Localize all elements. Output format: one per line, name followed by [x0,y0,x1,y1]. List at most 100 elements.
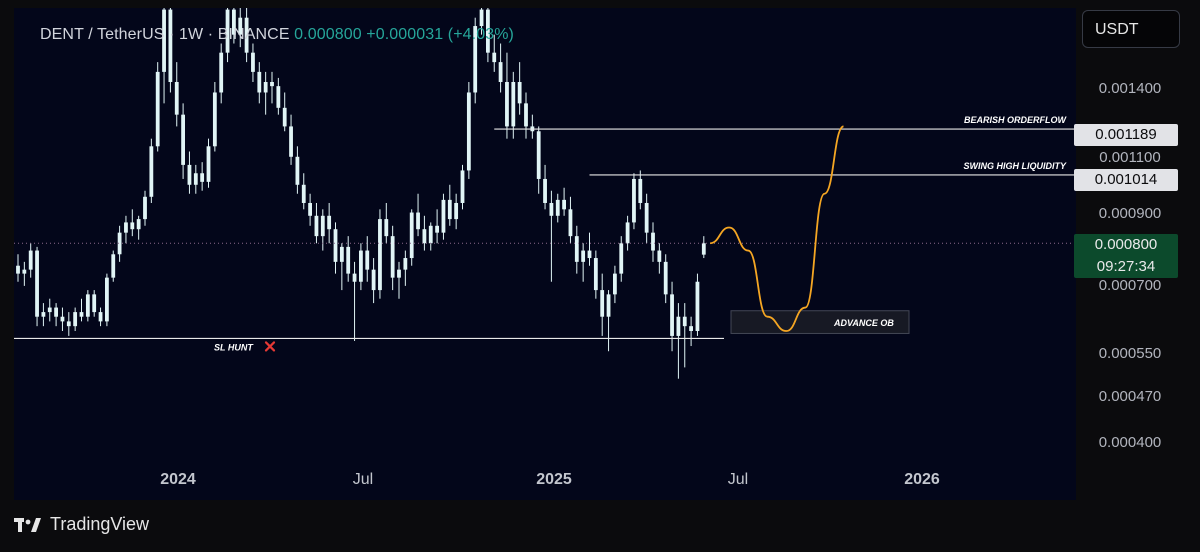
bar-countdown: 09:27:34 [1096,258,1156,275]
candle-body [28,250,33,270]
candle-body [555,199,560,216]
time-tick: 2025 [536,471,572,488]
bearish-orderflow-price-tag: 0.001189 [1074,124,1178,146]
candle-body [193,173,198,185]
candle-body [587,250,592,259]
price-tick: 0.000550 [1098,345,1162,362]
candle-body [416,212,420,230]
candle-body [689,326,693,332]
current-price-tag: 0.000800 09:27:34 [1074,234,1178,278]
candle-body [60,316,65,322]
candle-body [593,258,598,291]
candle-body [130,222,135,230]
candle-body [111,254,116,278]
time-tick: Jul [352,471,374,488]
candle-body [536,131,541,179]
candle-body [295,156,300,185]
candle-body [238,17,243,35]
candle-body [251,52,255,72]
candle-body [543,178,547,203]
candle-body [174,82,179,115]
candle-body [359,250,363,282]
candle-body [276,86,281,108]
candle-body [505,82,509,127]
candle-body [378,219,382,291]
candle-body [479,9,484,27]
candle-body [117,232,122,255]
price-tick: 0.000900 [1098,205,1162,222]
candle-body [365,250,370,270]
candle-body [663,261,668,295]
candle-body [428,225,433,244]
tradingview-logo-icon [14,517,41,532]
candle-body [466,92,471,171]
levels-layer: BEARISH ORDERFLOW SWING HIGH LIQUIDITY SL … [14,115,1076,352]
time-tick: 2024 [160,471,196,488]
candle-body [422,229,427,244]
candle-body [66,321,71,327]
candle-body [22,269,27,274]
price-tick: 0.000470 [1098,388,1162,405]
price-tick: 0.000400 [1098,434,1162,451]
chart-area[interactable]: BEARISH ORDERFLOW SWING HIGH LIQUIDITY SL … [14,8,1076,500]
candle-body [339,246,344,262]
interval: 1W [179,26,204,43]
candle-body [695,281,700,332]
candle-body [492,52,497,63]
candle-body [308,202,312,216]
candle-body [562,199,566,210]
candle-body [460,170,465,203]
candle-body [352,273,357,282]
advance-ob-label: ADVANCE OB [833,318,894,328]
tradingview-logo[interactable]: TradingView [14,514,149,535]
candle-body [270,82,274,87]
candle-body [47,307,52,313]
candle-body [524,103,528,127]
candle-body [54,307,58,317]
candle-body [486,9,490,53]
exchange: BINANCE [217,26,290,43]
candle-body [206,146,211,182]
candle-body [162,9,166,72]
candle-body [155,71,160,147]
candle-body [517,82,522,104]
candle-body [384,219,389,237]
candle-body [511,82,516,127]
candle-body [549,202,554,216]
candle-body [149,146,154,197]
candle-body [187,164,192,185]
candle-body [390,236,395,278]
candle-body [435,225,439,233]
candle-body [682,316,687,327]
candle-body [568,209,573,237]
candle-body [41,312,46,317]
candle-body [136,219,141,230]
candle-body [346,246,351,274]
candle-body [219,52,224,93]
time-tick: 2026 [904,471,940,488]
brand-name: TradingView [50,514,150,534]
symbol-name: DENT / TetherUS [40,26,165,43]
candles-layer [16,8,706,379]
candle-body [263,82,268,93]
price-change-pct: (+4.03%) [447,26,514,43]
price-chart[interactable]: BEARISH ORDERFLOW SWING HIGH LIQUIDITY SL … [14,8,1076,500]
candle-body [124,222,128,233]
currency-button[interactable]: USDT [1082,10,1180,48]
candle-body [301,184,306,203]
candle-body [85,294,90,317]
candle-body [625,222,630,244]
candle-body [257,71,262,93]
candle-body [473,26,478,93]
last-price: 0.000800 [294,26,362,43]
price-tick: 0.001400 [1098,80,1162,97]
candle-body [73,312,78,327]
current-price: 0.000800 [1094,236,1158,253]
candle-body [613,273,617,295]
sl-hunt-label: SL HUNT [214,342,254,352]
candle-body [105,277,109,322]
price-tick: 0.000700 [1098,277,1162,294]
candle-body [409,212,414,259]
candle-body [574,236,579,262]
swing-high-liquidity-label: SWING HIGH LIQUIDITY [964,161,1067,171]
